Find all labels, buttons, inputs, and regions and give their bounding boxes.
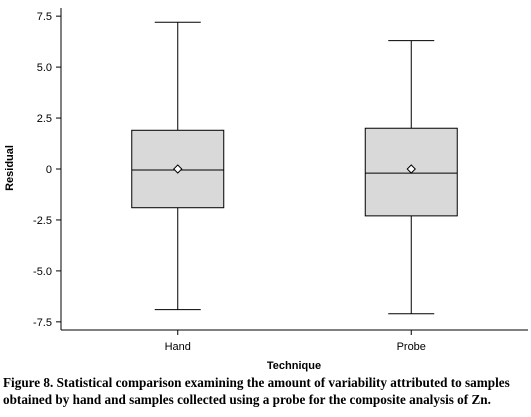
y-ticks: 7.5 5.0 2.5 0 -2.5 -5.0 -7.5 (33, 11, 61, 329)
box-probe (364, 40, 458, 315)
box-hand (131, 21, 225, 311)
mean-marker (406, 164, 416, 174)
y-tick-label: -5.0 (33, 266, 52, 278)
figure-caption: Figure 8. Statistical comparison examini… (3, 375, 510, 407)
y-tick-label: 5.0 (37, 62, 52, 74)
x-tick-label: Hand (165, 341, 191, 353)
x-tick-label: Probe (397, 341, 426, 353)
axes (60, 8, 528, 331)
x-ticks: Hand Probe (165, 330, 426, 353)
box-plot: 7.5 5.0 2.5 0 -2.5 -5.0 -7.5 Hand Probe Techniq… (4, 8, 528, 372)
mean-marker (173, 164, 183, 174)
y-axis-title: Residual (4, 145, 16, 191)
x-axis-title: Technique (267, 360, 321, 372)
y-tick-label: 2.5 (37, 113, 52, 125)
y-tick-label: -2.5 (33, 215, 52, 227)
y-tick-label: 0 (46, 164, 52, 176)
boxes (131, 21, 458, 315)
y-tick-label: 7.5 (37, 11, 52, 23)
y-tick-label: -7.5 (33, 317, 52, 329)
